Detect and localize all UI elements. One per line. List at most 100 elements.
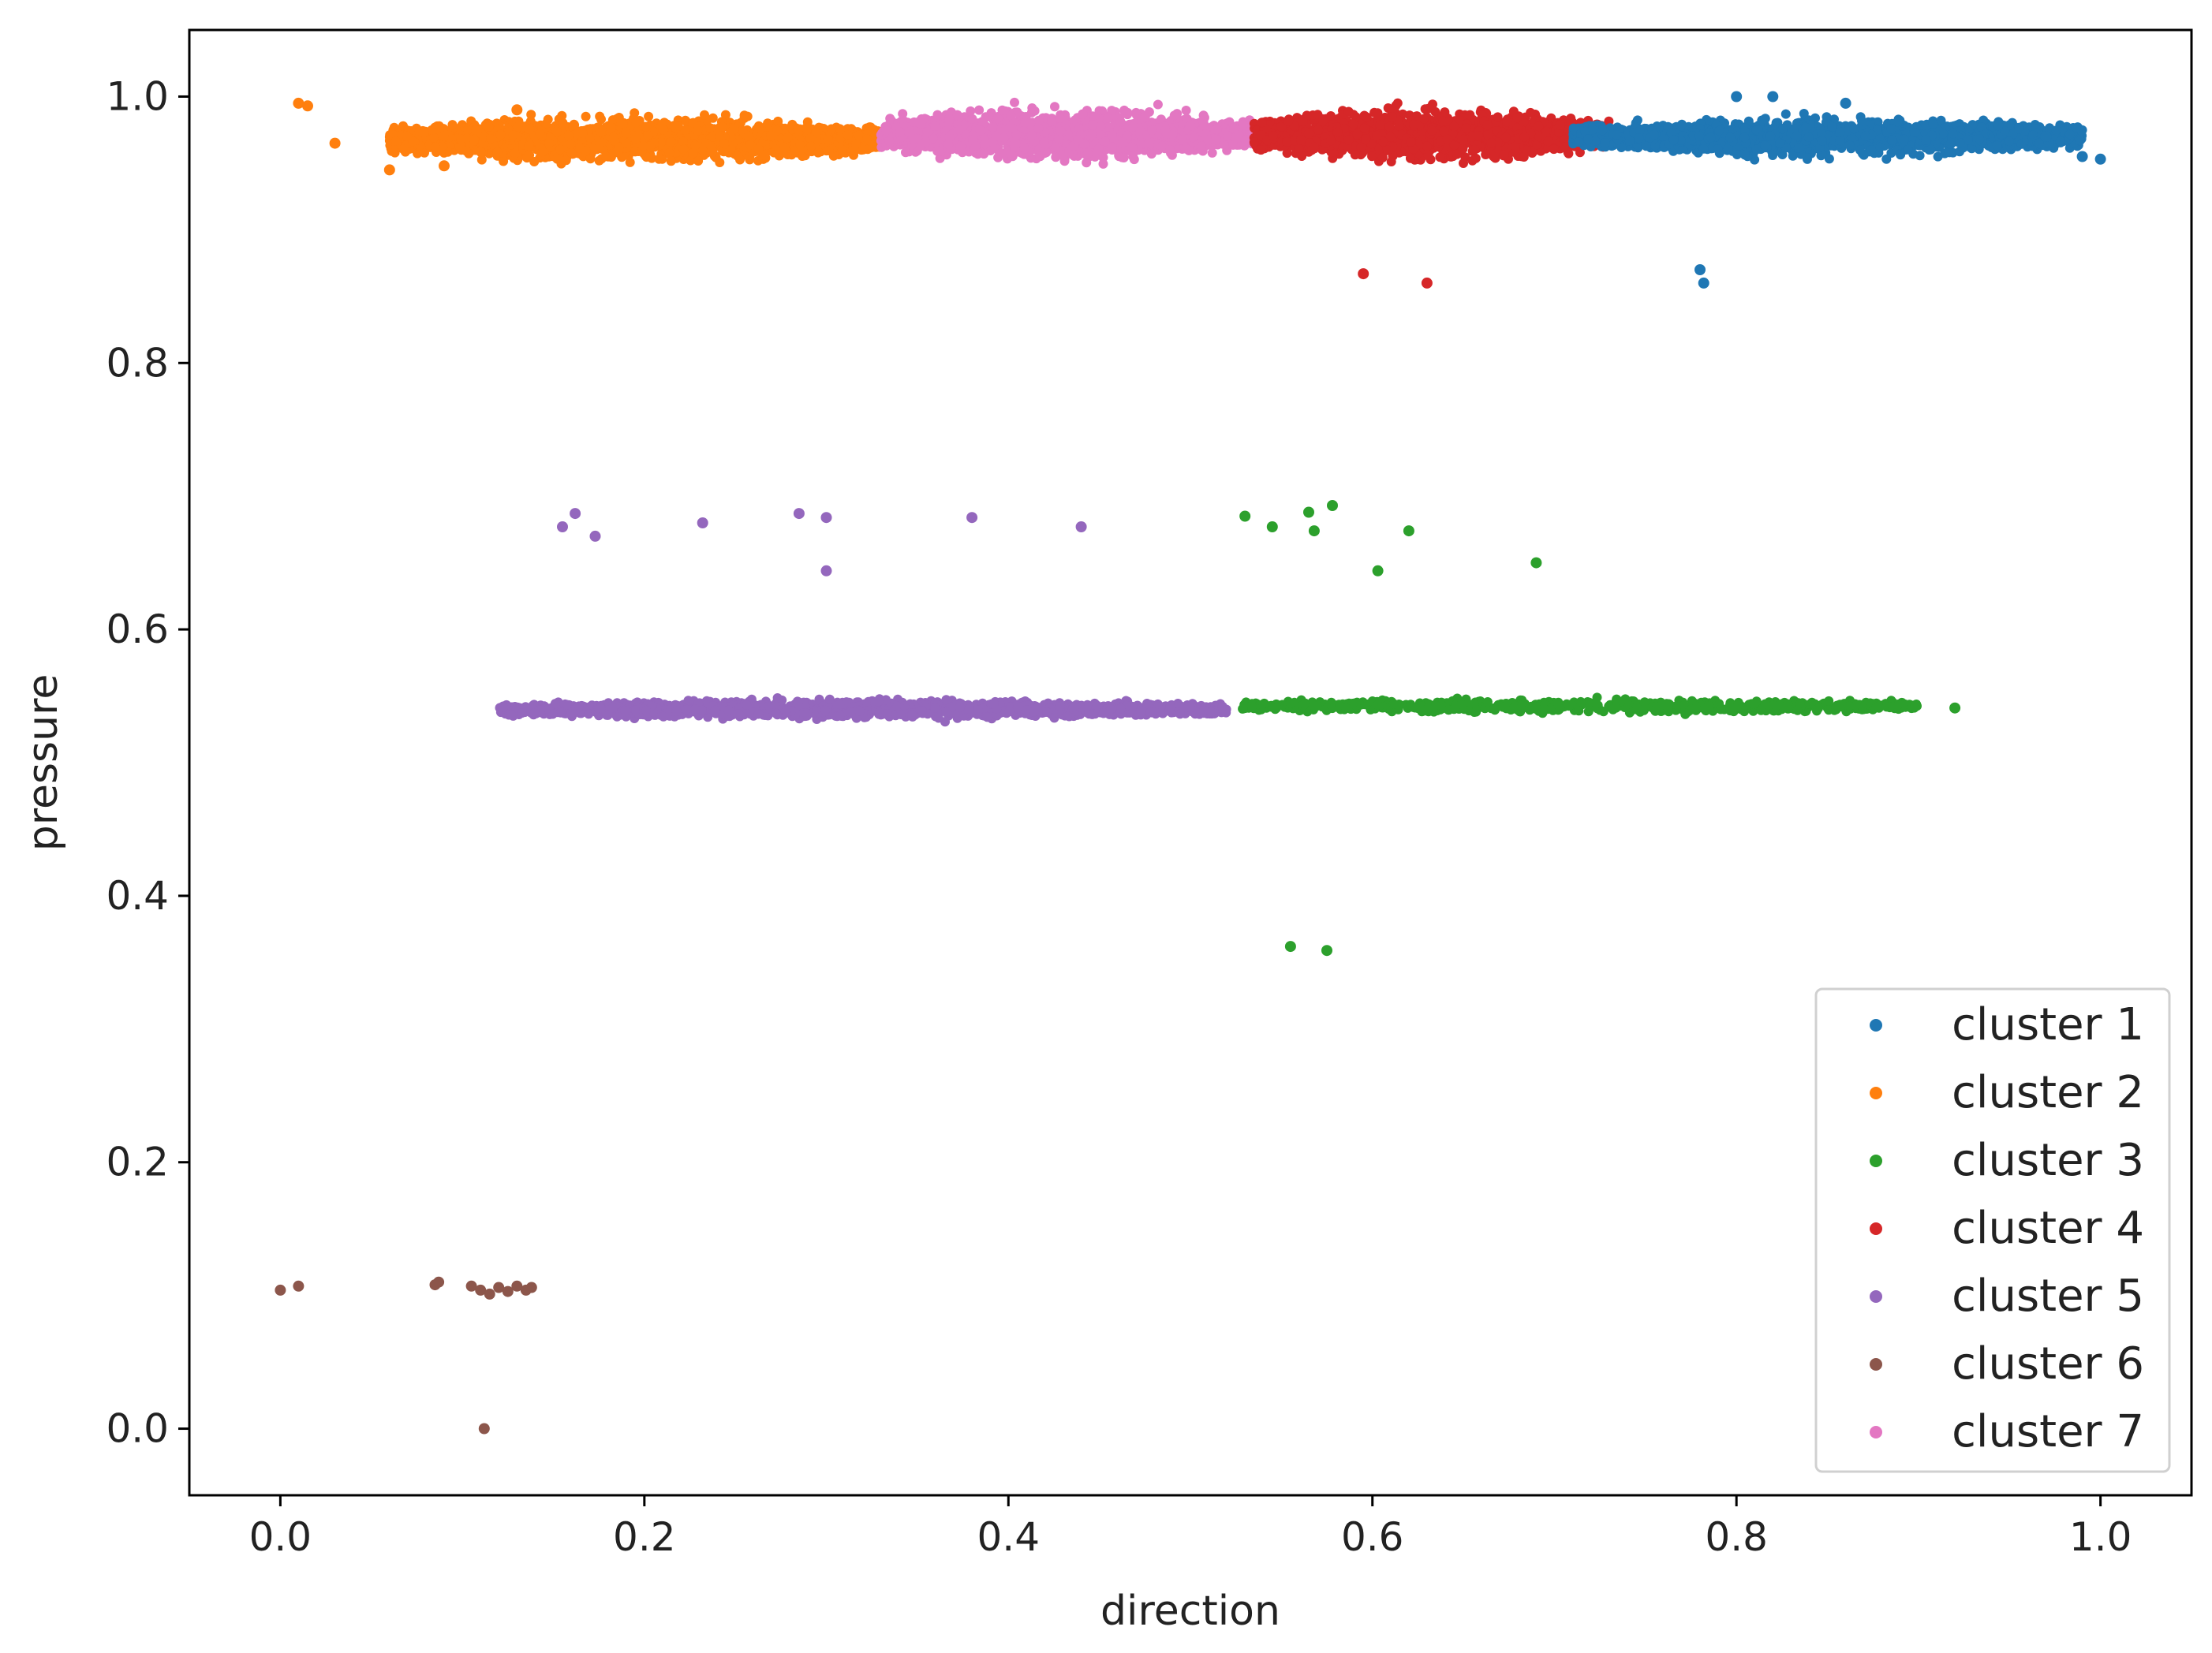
data-point (1129, 155, 1139, 165)
data-point (719, 139, 730, 149)
data-point (631, 118, 641, 128)
data-point (666, 156, 676, 166)
data-point (1126, 142, 1136, 152)
data-point (895, 127, 905, 137)
data-point (630, 133, 641, 144)
data-point (621, 129, 631, 138)
data-point (690, 140, 701, 151)
data-point (1078, 109, 1088, 119)
data-point (988, 137, 998, 147)
data-point (1123, 107, 1133, 118)
data-point (524, 140, 534, 151)
data-point (922, 127, 932, 137)
data-point (967, 114, 977, 124)
data-point (943, 140, 954, 150)
data-point (644, 111, 654, 121)
data-point (600, 151, 611, 162)
data-point (525, 125, 535, 135)
data-point (793, 125, 803, 134)
data-point (558, 118, 568, 128)
data-point (476, 147, 486, 157)
data-point (805, 133, 816, 144)
data-point (486, 134, 496, 144)
data-point (566, 148, 577, 159)
data-point (1011, 138, 1021, 148)
data-point (1029, 106, 1040, 116)
data-point (390, 136, 401, 146)
data-point (492, 147, 503, 157)
data-point (717, 121, 727, 132)
data-point (595, 111, 605, 121)
data-point (608, 132, 618, 143)
data-point (935, 146, 944, 156)
data-point (916, 119, 926, 129)
data-point (885, 114, 895, 124)
data-point (743, 131, 753, 141)
data-point (439, 131, 449, 141)
data-point (745, 140, 756, 150)
data-point (1019, 144, 1029, 154)
data-point (616, 118, 626, 129)
data-point (508, 130, 518, 140)
data-point (1050, 102, 1059, 112)
data-point (402, 131, 412, 141)
data-point (1211, 135, 1221, 145)
data-point (766, 131, 775, 141)
data-point (420, 128, 430, 138)
data-point (510, 148, 520, 159)
data-point (823, 134, 833, 144)
data-point (1228, 140, 1239, 150)
data-point (643, 130, 652, 140)
series-cluster-2 (293, 97, 886, 176)
data-point (513, 121, 523, 132)
data-point (884, 136, 895, 146)
data-point (850, 145, 860, 155)
data-point (783, 132, 793, 143)
data-point (1178, 135, 1187, 145)
data-point (555, 144, 566, 155)
data-point (955, 141, 966, 151)
data-point (581, 146, 591, 156)
data-point (1086, 129, 1097, 140)
data-point (715, 158, 725, 167)
data-point (975, 125, 985, 136)
data-point (439, 160, 450, 172)
data-point (862, 134, 872, 144)
data-point (552, 154, 562, 164)
points-layer (275, 91, 2106, 1435)
data-point (1073, 134, 1083, 144)
data-point (656, 137, 666, 147)
data-point (1180, 144, 1190, 154)
data-point (630, 147, 641, 157)
data-point (1083, 148, 1093, 159)
data-point (1055, 113, 1065, 123)
data-point (693, 125, 703, 136)
data-point (678, 144, 689, 155)
data-point (843, 130, 853, 140)
data-point (1153, 99, 1163, 110)
data-point (974, 105, 985, 115)
data-point (525, 150, 535, 160)
data-point (645, 141, 656, 151)
data-point (1082, 158, 1092, 168)
data-point (681, 116, 691, 126)
data-point (705, 123, 715, 133)
data-point (979, 149, 989, 159)
data-point (729, 124, 739, 134)
data-point (779, 142, 790, 152)
data-point (1093, 144, 1104, 154)
data-point (1222, 131, 1232, 141)
data-point (511, 104, 523, 116)
data-point (763, 118, 773, 129)
data-point (1098, 159, 1108, 169)
data-point (1050, 142, 1060, 152)
data-point (708, 113, 718, 123)
data-point (753, 144, 764, 154)
data-point (1135, 125, 1145, 136)
data-point (1212, 125, 1222, 134)
data-point (1144, 138, 1154, 148)
data-point (541, 119, 551, 129)
data-point (563, 130, 574, 140)
